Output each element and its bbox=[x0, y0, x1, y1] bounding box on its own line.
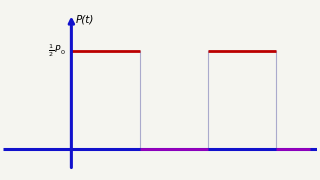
Text: P(t): P(t) bbox=[76, 14, 94, 24]
Text: $\frac{1}{2}\,P_0$: $\frac{1}{2}\,P_0$ bbox=[48, 42, 66, 59]
